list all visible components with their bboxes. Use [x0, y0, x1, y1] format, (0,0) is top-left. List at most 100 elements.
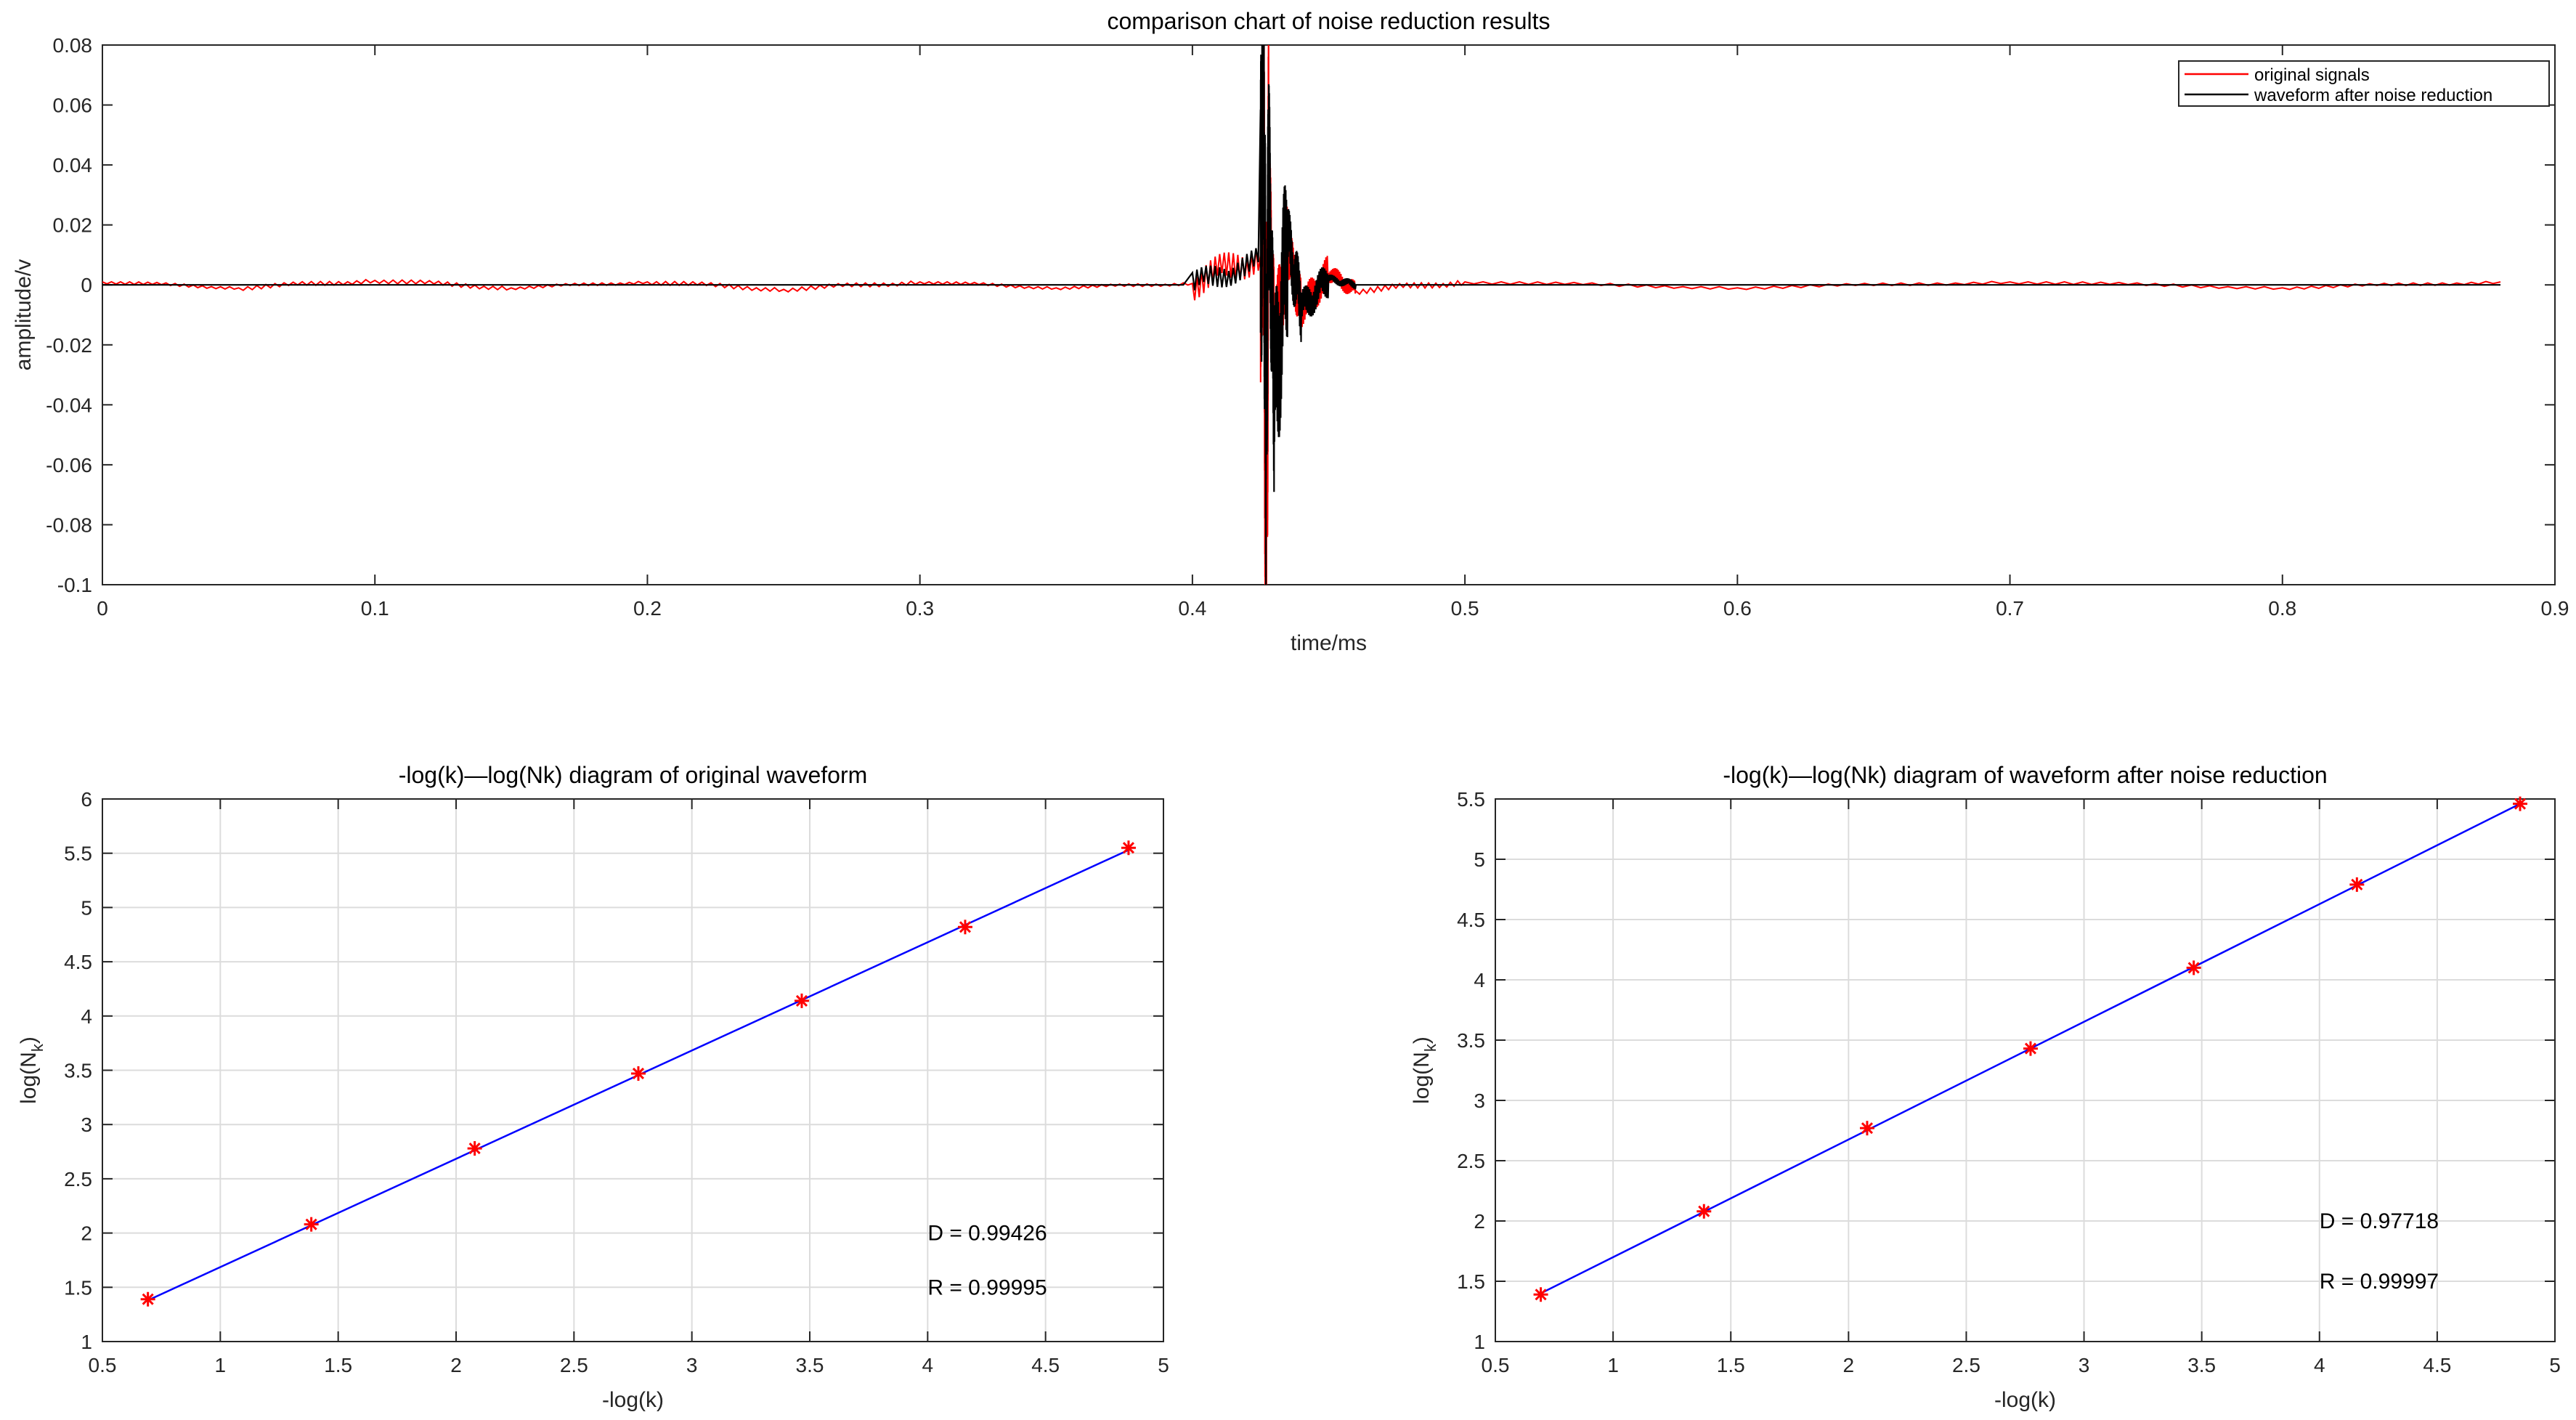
- data-point: [2349, 877, 2365, 892]
- data-point: [794, 993, 809, 1008]
- y-tick-label: -0.02: [46, 334, 92, 357]
- data-point: [304, 1217, 319, 1232]
- x-tick-label: 0.5: [89, 1354, 117, 1376]
- x-tick-label: 4.5: [2423, 1354, 2451, 1376]
- axes-box: [1495, 798, 2556, 1342]
- annotation-text: R = 0.99997: [2320, 1270, 2439, 1294]
- y-tick-label: 4: [81, 1005, 92, 1028]
- x-tick-label: 0.5: [1482, 1354, 1510, 1376]
- y-tick-label: 1.5: [1457, 1270, 1485, 1293]
- chart-title: -log(k)—log(Nk) diagram of waveform afte…: [1723, 762, 2327, 788]
- chart-title: -log(k)—log(Nk) diagram of original wave…: [399, 762, 868, 788]
- x-tick-label: 3.5: [796, 1354, 824, 1376]
- x-tick-label: 0.9: [2541, 597, 2569, 620]
- x-tick-label: 0.4: [1178, 597, 1206, 620]
- y-tick-label: 0.02: [53, 214, 93, 237]
- data-point: [630, 1066, 646, 1081]
- annotation-text: D = 0.97718: [2320, 1209, 2439, 1233]
- x-tick-label: 3.5: [2187, 1354, 2216, 1376]
- series-line-denoised: [102, 45, 2500, 585]
- x-tick-label: 2.5: [1952, 1354, 1980, 1376]
- y-tick-label: 5: [1474, 848, 1485, 871]
- data-point: [1859, 1121, 1874, 1136]
- y-tick-label: 4.5: [1457, 909, 1485, 931]
- y-tick-label: 0: [81, 274, 92, 296]
- y-tick-label: 3.5: [1457, 1029, 1485, 1052]
- y-axis-label-main: log(N: [17, 1052, 41, 1104]
- y-tick-label: -0.04: [46, 394, 92, 416]
- y-axis-label-close: ): [17, 1036, 41, 1044]
- x-tick-label: 4: [2314, 1354, 2325, 1376]
- x-tick-label: 0.2: [633, 597, 662, 620]
- x-tick-label: 0.7: [1996, 597, 2024, 620]
- y-tick-label: 5.5: [1457, 788, 1485, 811]
- y-tick-label: 3.5: [64, 1060, 92, 1082]
- x-axis-label: -log(k): [1994, 1388, 2056, 1412]
- x-tick-label: 0.8: [2268, 597, 2296, 620]
- y-axis-label-main: log(N: [1410, 1052, 1434, 1104]
- y-tick-label: 3: [81, 1113, 92, 1136]
- x-tick-label: 3: [686, 1354, 698, 1376]
- axes-box: [102, 44, 2556, 585]
- y-axis-label: log(Nk): [17, 1036, 46, 1104]
- x-tick-label: 0.3: [906, 597, 934, 620]
- x-axis-label: time/ms: [1291, 631, 1367, 655]
- y-tick-label: 5: [81, 896, 92, 919]
- y-tick-label: 2: [81, 1222, 92, 1245]
- y-tick-label: 1: [1474, 1331, 1485, 1353]
- annotation-text: D = 0.99426: [927, 1222, 1047, 1246]
- legend-box: [2178, 60, 2550, 107]
- x-tick-label: 1: [1607, 1354, 1619, 1376]
- chart-bottom-left: 0.5 1 1.5 2 2.5 3 3.5 4 4.5 511.522.533.544.555.5…: [17, 762, 1169, 1412]
- y-axis-label-sub: k: [1421, 1043, 1439, 1052]
- y-tick-label: 0.08: [53, 34, 93, 57]
- x-tick-label: 2.5: [560, 1354, 588, 1376]
- y-tick-label: 2.5: [1457, 1150, 1485, 1172]
- chart-bottom-right: 0.5 1 1.5 2 2.5 3 3.5 4 4.5 511.522.533.544.555.5…: [1410, 762, 2561, 1412]
- annotation-text: R = 0.99995: [927, 1275, 1047, 1299]
- y-tick-label: 5.5: [64, 843, 92, 865]
- x-tick-label: 5: [1158, 1354, 1169, 1376]
- y-axis-label: amplitude/v: [12, 259, 36, 370]
- y-tick-label: -0.08: [46, 514, 92, 536]
- data-point: [957, 920, 972, 935]
- x-tick-label: 1.5: [1717, 1354, 1745, 1376]
- chart-top: 0 0.1 0.2 0.3 0.4 0.5 0.6 0.7 0.8 0.9 -0.1 -0.08 -0.…: [12, 8, 2569, 655]
- data-point: [1533, 1287, 1548, 1302]
- x-tick-label: 1: [215, 1354, 227, 1376]
- x-tick-label: 0.5: [1451, 597, 1479, 620]
- legend-entry: original signals: [2254, 65, 2370, 85]
- data-point: [2023, 1041, 2038, 1056]
- series-line-original: [102, 45, 2501, 585]
- legend-entry: waveform after noise reduction: [2254, 86, 2492, 105]
- data-point: [1121, 840, 1136, 856]
- chart-title: comparison chart of noise reduction resu…: [1107, 8, 1550, 34]
- y-tick-label: 2: [1474, 1210, 1485, 1233]
- x-tick-label: 2: [450, 1354, 462, 1376]
- x-tick-label: 0.6: [1723, 597, 1752, 620]
- y-tick-label: 3: [1474, 1090, 1485, 1112]
- x-tick-label: 2: [1843, 1354, 1855, 1376]
- x-tick-label: 4: [922, 1354, 934, 1376]
- data-point: [1697, 1204, 1712, 1219]
- y-tick-label: -0.06: [46, 454, 92, 476]
- y-tick-label: 4: [1474, 969, 1485, 991]
- y-tick-label: 4.5: [64, 951, 92, 973]
- x-tick-label: 0.1: [361, 597, 389, 620]
- y-axis-label-close: ): [1410, 1036, 1434, 1044]
- axes-box: [102, 798, 1164, 1342]
- y-tick-label: 0.06: [53, 94, 93, 117]
- x-tick-label: 0: [97, 597, 108, 620]
- data-point: [2186, 960, 2201, 975]
- y-axis-label-sub: k: [28, 1043, 46, 1052]
- data-point: [140, 1291, 155, 1307]
- x-tick-label: 5: [2549, 1354, 2561, 1376]
- y-tick-label: 2.5: [64, 1168, 92, 1190]
- data-point: [2513, 796, 2528, 811]
- x-axis-label: -log(k): [602, 1388, 664, 1412]
- y-axis-label: log(Nk): [1410, 1036, 1439, 1104]
- y-tick-label: 1: [81, 1331, 92, 1353]
- x-tick-label: 1.5: [324, 1354, 352, 1376]
